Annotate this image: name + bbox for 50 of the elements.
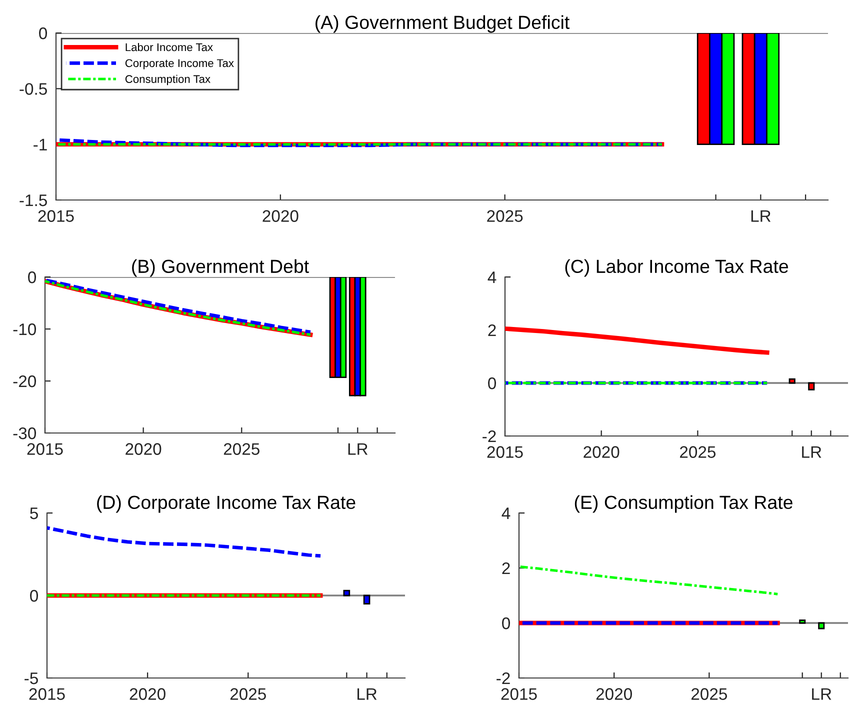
x-tick-label: 2020 — [130, 688, 166, 700]
x-tick-label: 2015 — [487, 446, 523, 458]
y-tick-label: -10 — [13, 323, 36, 336]
y-tick-label: 0 — [502, 617, 510, 630]
y-tick-label: -1 — [34, 138, 47, 150]
y-tick-label: -2 — [496, 672, 510, 684]
y-tick-label: 5 — [30, 508, 38, 520]
x-tick-label: LR — [348, 443, 368, 455]
y-tick-label: -0.5 — [20, 83, 47, 95]
line-series — [505, 326, 770, 355]
x-tick-label: 2015 — [38, 210, 74, 222]
y-tick-label: 2 — [488, 324, 496, 336]
chart-title: (E) Consumption Tax Rate — [574, 495, 792, 513]
y-tick-label: 0 — [488, 377, 496, 390]
legend-label: Consumption Tax — [125, 74, 210, 86]
x-tick-label: 2025 — [224, 443, 260, 455]
x-tick-label: 2020 — [584, 446, 620, 458]
y-tick-label: -20 — [13, 375, 36, 388]
x-tick-label: 2015 — [501, 688, 537, 700]
legend-label: Corporate Income Tax — [125, 59, 234, 70]
y-tick-label: -1.5 — [20, 194, 47, 206]
x-tick-label: LR — [802, 446, 822, 458]
x-tick-label: LR — [812, 688, 832, 700]
x-tick-label: 2025 — [230, 688, 266, 700]
y-tick-label: 0 — [28, 271, 36, 284]
y-tick-label: -30 — [13, 427, 36, 440]
x-tick-label: 2020 — [596, 688, 632, 700]
x-tick-label: 2020 — [126, 443, 162, 455]
line-series — [519, 565, 779, 596]
x-tick-label: LR — [751, 210, 771, 222]
x-tick-label: 2025 — [680, 446, 716, 458]
chart-title: (A) Government Budget Deficit — [316, 15, 570, 33]
x-tick-label: 2015 — [29, 688, 65, 700]
y-tick-label: 0 — [30, 590, 38, 602]
chart-title: (B) Government Debt — [132, 259, 309, 277]
y-tick-label: -2 — [482, 430, 496, 442]
x-tick-label: 2015 — [27, 443, 63, 455]
line-series — [47, 526, 322, 558]
x-tick-label: 2025 — [691, 688, 728, 700]
y-tick-label: -5 — [24, 672, 38, 684]
y-tick-label: 4 — [502, 508, 510, 520]
y-tick-label: 0 — [39, 27, 48, 40]
y-tick-label: 2 — [502, 562, 510, 574]
chart-title: (C) Labor Income Tax Rate — [565, 259, 788, 277]
legend-label: Labor Income Tax — [126, 43, 213, 52]
x-tick-label: 2025 — [487, 210, 523, 222]
y-tick-label: 4 — [488, 272, 496, 284]
x-tick-label: 2020 — [262, 210, 298, 222]
x-tick-label: LR — [358, 688, 377, 700]
chart-title: (D) Corporate Income Tax Rate — [97, 495, 356, 513]
